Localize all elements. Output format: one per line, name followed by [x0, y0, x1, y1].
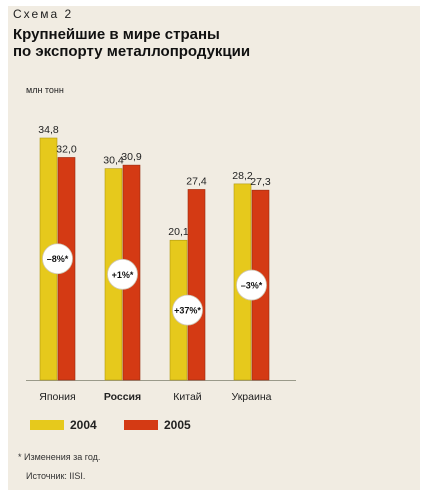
data-label-2005-3: 27,3 — [250, 176, 271, 188]
data-label-2005-1: 30,9 — [121, 151, 142, 163]
change-label-1: +1%* — [112, 270, 134, 280]
legend-label-2004: 2004 — [70, 418, 97, 432]
category-label-0: Япония — [39, 391, 75, 403]
change-bubble-0 — [42, 243, 73, 275]
scheme-label: Схема 2 — [13, 7, 74, 21]
change-label-3: –3%* — [241, 281, 263, 291]
change-bubble-3 — [236, 269, 267, 301]
category-label-2: Китай — [173, 391, 202, 403]
footnote: * Изменения за год. — [18, 452, 101, 462]
source-note: Источник: IISI. — [26, 471, 86, 481]
category-label-1: Россия — [104, 391, 141, 403]
chart-panel — [8, 6, 420, 490]
change-label-0: –8%* — [47, 254, 69, 264]
data-label-2004-3: 28,2 — [232, 170, 253, 182]
change-bubble-1 — [107, 258, 138, 290]
data-label-2004-0: 34,8 — [38, 124, 59, 136]
bar-2005-2 — [187, 189, 206, 381]
change-bubble-2 — [172, 294, 203, 326]
data-label-2005-0: 32,0 — [56, 143, 77, 155]
legend-swatch-2005 — [124, 420, 158, 430]
chart-title-line-1: Крупнейшие в мире страны — [13, 26, 220, 43]
category-label-3: Украина — [232, 391, 272, 403]
chart-title: Крупнейшие в мире страны по экспорту мет… — [13, 26, 393, 60]
data-label-2005-2: 27,4 — [186, 175, 207, 187]
legend-label-2005: 2005 — [164, 418, 191, 432]
y-unit-label: млн тонн — [26, 85, 64, 95]
data-label-2004-2: 20,1 — [168, 226, 189, 238]
change-label-2: +37%* — [174, 306, 201, 316]
legend-swatch-2004 — [30, 420, 64, 430]
chart-title-line-2: по экспорту металлопродукции — [13, 43, 251, 60]
data-label-2004-1: 30,4 — [103, 155, 124, 167]
